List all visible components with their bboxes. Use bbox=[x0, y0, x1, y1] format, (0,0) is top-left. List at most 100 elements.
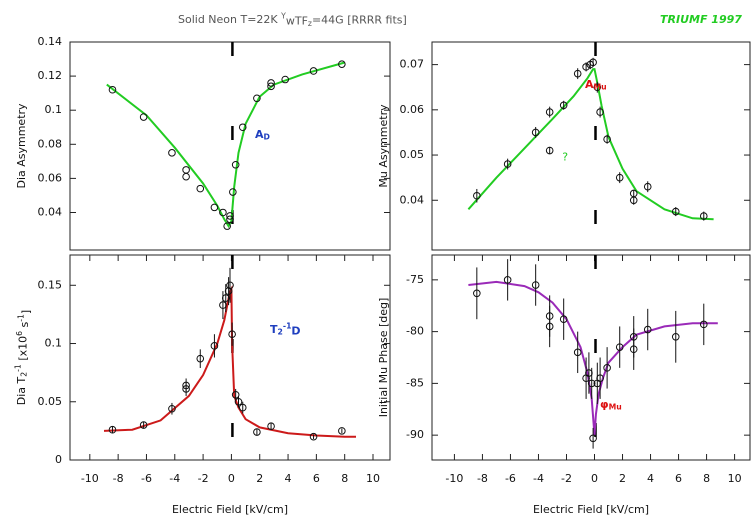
data-point bbox=[629, 189, 638, 198]
data-point bbox=[196, 354, 205, 363]
data-point bbox=[338, 60, 346, 68]
data-point bbox=[234, 397, 243, 406]
data-point bbox=[573, 69, 582, 78]
data-point bbox=[603, 135, 611, 144]
data-point bbox=[545, 108, 554, 116]
x-tick-label: 0 bbox=[228, 472, 235, 485]
x-tick-label: -2 bbox=[198, 472, 209, 485]
data-point bbox=[253, 428, 261, 436]
y-axis-label-part: Dia T bbox=[15, 376, 28, 405]
y-axis-label-part: Dia Asymmetry bbox=[15, 103, 28, 189]
panel-annotation-part: T bbox=[270, 323, 278, 336]
data-point bbox=[531, 128, 540, 137]
y-tick-label: 0.05 bbox=[38, 395, 63, 408]
x-tick-label: -10 bbox=[445, 472, 463, 485]
y-axis-label-part: -1 bbox=[14, 364, 23, 372]
x-tick-label: 2 bbox=[619, 472, 626, 485]
panel-annotation-part: -1 bbox=[283, 322, 292, 331]
data-point bbox=[559, 101, 568, 110]
panel-annotation-part: D bbox=[291, 324, 300, 337]
y-tick-label: 0.14 bbox=[38, 35, 63, 48]
y-tick-label: 0 bbox=[55, 453, 62, 466]
y-tick-label: 0.15 bbox=[38, 278, 63, 291]
panel-annotation-part: Mu bbox=[594, 83, 607, 92]
y-tick-label: -75 bbox=[406, 273, 424, 286]
panel-annotation-part: 2 bbox=[278, 328, 283, 337]
x-tick-label: 6 bbox=[675, 472, 682, 485]
data-point bbox=[671, 332, 680, 341]
y-axis-label-part: [x10 bbox=[16, 336, 29, 364]
title: Solid Neon T=22K YwTFz=44G [RRRR fits] bbox=[178, 12, 407, 29]
title-part: Solid Neon T=22K bbox=[178, 13, 281, 26]
plot-frame bbox=[69, 41, 391, 251]
data-point bbox=[253, 94, 261, 103]
y-axis-label: Dia T2-1 [x106 s-1] bbox=[14, 310, 33, 405]
panel-annotation: AD bbox=[255, 128, 270, 142]
data-point bbox=[226, 212, 234, 220]
panel-annotation-part: Mu bbox=[609, 403, 622, 412]
data-point bbox=[226, 215, 234, 224]
title-part: wTF bbox=[286, 14, 308, 27]
plot-frame bbox=[431, 41, 751, 251]
data-point bbox=[229, 188, 237, 196]
fit-curve bbox=[468, 280, 718, 436]
data-point bbox=[629, 345, 638, 354]
data-point bbox=[699, 212, 708, 220]
x-tick-label: 4 bbox=[285, 472, 292, 485]
y-tick-label: -80 bbox=[406, 325, 424, 338]
data-point bbox=[223, 222, 231, 230]
y-axis-label-part: Initial Mu Phase [deg] bbox=[377, 298, 390, 418]
y-tick-label: 0.1 bbox=[45, 103, 63, 116]
data-point bbox=[615, 343, 624, 351]
data-point bbox=[267, 79, 275, 87]
plot-frame bbox=[69, 254, 391, 461]
x-tick-label: -8 bbox=[113, 472, 124, 485]
y-tick-label: 0.07 bbox=[400, 58, 425, 71]
x-tick-label: 6 bbox=[313, 472, 320, 485]
y-tick-label: 0.08 bbox=[38, 137, 63, 150]
x-tick-label: -10 bbox=[81, 472, 99, 485]
y-tick-label: 0.1 bbox=[45, 337, 63, 350]
x-tick-label: -2 bbox=[561, 472, 572, 485]
y-tick-label: 0.06 bbox=[400, 103, 425, 116]
data-point bbox=[503, 160, 512, 168]
x-tick-label: -4 bbox=[533, 472, 544, 485]
data-point bbox=[226, 281, 234, 290]
data-point bbox=[699, 320, 708, 329]
panel-annotation-part: φ bbox=[600, 398, 609, 411]
x-tick-label: 8 bbox=[341, 472, 348, 485]
y-axis-label: Dia Asymmetry bbox=[15, 103, 28, 189]
data-point bbox=[228, 330, 236, 339]
data-point bbox=[531, 281, 540, 289]
panel-annotation-part: A bbox=[585, 78, 594, 91]
data-point bbox=[267, 82, 275, 91]
data-point bbox=[473, 191, 481, 200]
data-point bbox=[108, 425, 117, 434]
data-point bbox=[238, 123, 247, 132]
x-tick-label: 10 bbox=[366, 472, 380, 485]
y-tick-label: 0.04 bbox=[400, 193, 425, 206]
data-point bbox=[238, 403, 247, 412]
data-point bbox=[182, 166, 190, 174]
extra-note: ? bbox=[562, 150, 568, 163]
title-part: z bbox=[308, 19, 312, 28]
data-point bbox=[108, 85, 117, 94]
data-point bbox=[582, 63, 590, 71]
data-point bbox=[473, 289, 481, 298]
title-part: Y bbox=[280, 12, 286, 21]
panel-annotation-part: A bbox=[255, 128, 264, 141]
x-tick-label: 10 bbox=[728, 472, 742, 485]
data-point bbox=[587, 379, 596, 388]
data-point bbox=[224, 287, 233, 295]
y-axis-label-part: Mu Asymmetry bbox=[377, 104, 390, 188]
panel-annotation: AMu bbox=[585, 78, 607, 92]
x-tick-label: -4 bbox=[169, 472, 180, 485]
data-point bbox=[267, 422, 275, 431]
data-point bbox=[545, 322, 554, 331]
data-point bbox=[182, 381, 190, 390]
data-point bbox=[643, 325, 652, 334]
data-point bbox=[182, 172, 190, 181]
y-tick-label: 0.04 bbox=[38, 205, 63, 218]
data-point bbox=[168, 404, 176, 413]
